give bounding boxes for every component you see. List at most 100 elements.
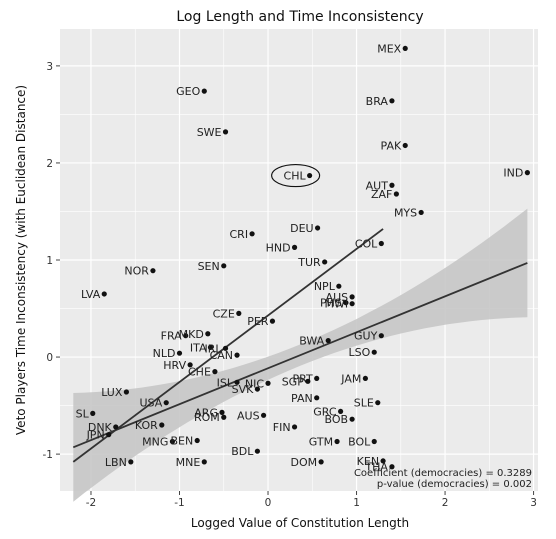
point-hnd	[291, 244, 298, 250]
point-label: LBN	[105, 456, 127, 469]
point-nic	[265, 380, 271, 386]
point-label: JPN	[86, 429, 105, 442]
point-label: HRV	[163, 359, 186, 372]
point-lbn	[128, 459, 134, 465]
point-label: GUY	[354, 330, 378, 343]
highlight-ellipse-chl	[271, 164, 321, 188]
point-per	[269, 318, 276, 324]
point-label: SGP	[282, 375, 305, 388]
y-axis-ticks: -1 0 1 2 3	[43, 61, 60, 461]
point-prt	[314, 375, 320, 382]
annotation-p-value: p-value (democracies) = 0.002	[377, 479, 532, 490]
point-label: NIC	[245, 377, 264, 390]
point-label: TUR	[297, 256, 321, 269]
point-tur	[322, 259, 328, 265]
point-mwi	[349, 301, 355, 307]
point-bol	[371, 438, 377, 445]
point-label: NLD	[153, 347, 176, 360]
point-label: CZE	[213, 307, 235, 320]
point-aus	[349, 294, 355, 300]
point-label: BEN	[170, 435, 193, 448]
point-mne	[201, 459, 207, 465]
point-nor	[150, 268, 156, 274]
point-label: IND	[503, 167, 523, 180]
x-tick-label: 3	[530, 497, 537, 509]
point-label: CRI	[230, 228, 249, 241]
point-lso	[371, 349, 377, 355]
regression-line-all	[72, 262, 528, 449]
point-isl	[234, 379, 240, 385]
point-label: FRA	[161, 330, 183, 343]
point-guy	[378, 333, 384, 339]
point-nld	[176, 350, 183, 356]
point-bwa	[325, 337, 331, 344]
annotation-coefficient: Coefficient (democracies) = 0.3289	[354, 468, 532, 479]
point-lva	[101, 291, 107, 297]
point-zaf	[393, 191, 399, 197]
point-arg	[219, 409, 225, 415]
point-label: BOB	[325, 413, 349, 426]
y-tick-label: 2	[46, 158, 53, 170]
point-fra	[183, 333, 189, 339]
point-label: SVK	[232, 383, 255, 396]
x-tick-label: 2	[442, 497, 449, 509]
point-che	[212, 369, 218, 375]
point-label: THA	[364, 461, 388, 474]
point-label: DEU	[290, 222, 313, 235]
x-axis-label: Logged Value of Constitution Length	[191, 516, 409, 530]
point-label: BRA	[366, 95, 389, 108]
point-sle	[375, 400, 381, 406]
chart-title: Log Length and Time Inconsistency	[176, 9, 423, 25]
point-aus	[260, 412, 267, 418]
point-fin	[291, 424, 298, 430]
point-label: ZAF	[371, 188, 392, 201]
point-label: GTM	[309, 436, 333, 449]
x-tick-label: 1	[353, 497, 360, 509]
y-tick-label: 1	[46, 255, 53, 267]
point-label: ISL	[217, 376, 234, 389]
y-tick-label: 0	[46, 352, 53, 364]
point-label: AUT	[366, 179, 389, 192]
point-cze	[236, 310, 242, 316]
point-jam	[362, 375, 368, 382]
point-dom	[318, 459, 324, 465]
point-label: GRC	[313, 405, 337, 418]
point-col	[378, 240, 384, 247]
point-label: KOR	[135, 419, 158, 432]
point-can	[234, 352, 240, 358]
point-dnk	[113, 424, 119, 430]
point-label: LVA	[81, 288, 101, 301]
point-irl	[222, 345, 229, 351]
regression-lines	[72, 228, 528, 463]
point-label: CAN	[210, 349, 233, 362]
point-label: MNE	[176, 456, 201, 469]
point-label: PHS	[320, 297, 342, 310]
point-ken	[380, 458, 386, 464]
point-label: ARG	[194, 406, 218, 419]
point-cri	[249, 231, 255, 237]
point-label: NOR	[124, 265, 149, 278]
point-swe	[222, 129, 229, 135]
point-mng	[169, 438, 176, 445]
point-label: PAK	[381, 139, 402, 152]
point-bra	[389, 98, 395, 104]
point-ben	[194, 437, 200, 444]
point-label: MEX	[377, 42, 401, 55]
point-gtm	[334, 438, 340, 445]
point-kor	[159, 422, 165, 428]
point-mex	[402, 45, 408, 52]
point-label: MKD	[179, 328, 204, 341]
point-label: LSO	[348, 346, 370, 359]
x-tick-label: -1	[174, 497, 184, 509]
point-label: DNK	[88, 421, 113, 434]
point-label: AUS	[237, 409, 260, 422]
x-tick-label: 0	[265, 497, 272, 509]
point-grc	[338, 408, 344, 415]
point-pan	[314, 395, 320, 401]
y-axis-label: Veto Players Time Inconsistency (with Eu…	[14, 85, 28, 435]
point-label: KEN	[357, 455, 379, 468]
point-label: SL	[76, 407, 90, 420]
point-usa	[163, 400, 169, 406]
